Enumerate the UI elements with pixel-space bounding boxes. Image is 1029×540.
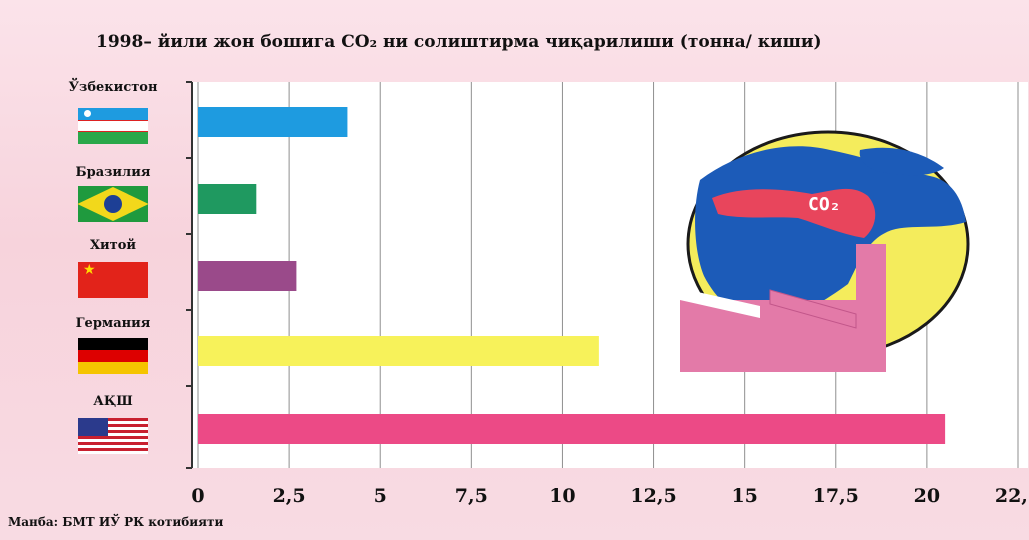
x-tick-label: 17,5 bbox=[813, 485, 859, 507]
x-tick-label: 2,5 bbox=[273, 485, 306, 507]
bar-3 bbox=[198, 261, 297, 291]
x-tick-label: 20 bbox=[914, 485, 940, 507]
flag-germany-icon bbox=[78, 338, 148, 374]
x-tick-label: 22,5 bbox=[995, 485, 1029, 507]
x-tick-label: 12,5 bbox=[630, 485, 676, 507]
bar-2 bbox=[198, 184, 257, 214]
chart-title: 1998– йили жон бошига CO₂ ни солиштирма … bbox=[96, 32, 822, 52]
smoke-cloud bbox=[712, 188, 876, 238]
co2-label: CO₂ bbox=[808, 194, 841, 215]
category-label: Хитой bbox=[89, 238, 137, 253]
bar-1 bbox=[198, 107, 348, 137]
factory-building bbox=[680, 300, 886, 372]
category-label: Бразилия bbox=[75, 165, 151, 180]
factory-roof-stripe bbox=[680, 288, 760, 318]
category-label: Ўзбекистон bbox=[68, 80, 158, 95]
x-tick-label: 15 bbox=[731, 485, 757, 507]
globe-factory-illustration: CO₂ bbox=[680, 130, 970, 372]
category-label: Германия bbox=[75, 316, 151, 331]
flag-brazil-icon bbox=[77, 186, 149, 222]
factory-roof bbox=[769, 289, 857, 329]
flag-china-icon: ★ bbox=[78, 262, 148, 298]
source-note: Манба: БМТ ИЎ РК котибияти bbox=[8, 515, 224, 529]
bar-4 bbox=[198, 336, 599, 366]
flag-usa-icon bbox=[78, 418, 148, 454]
x-tick-label: 5 bbox=[374, 485, 387, 507]
bar-5 bbox=[198, 414, 946, 444]
ocean-shape-2 bbox=[859, 147, 944, 176]
category-label: АҚШ bbox=[93, 394, 133, 409]
x-tick-label: 7,5 bbox=[455, 485, 488, 507]
x-tick-label: 10 bbox=[549, 485, 575, 507]
flag-uzbekistan-icon bbox=[78, 108, 148, 144]
x-tick-label: 0 bbox=[191, 485, 204, 507]
